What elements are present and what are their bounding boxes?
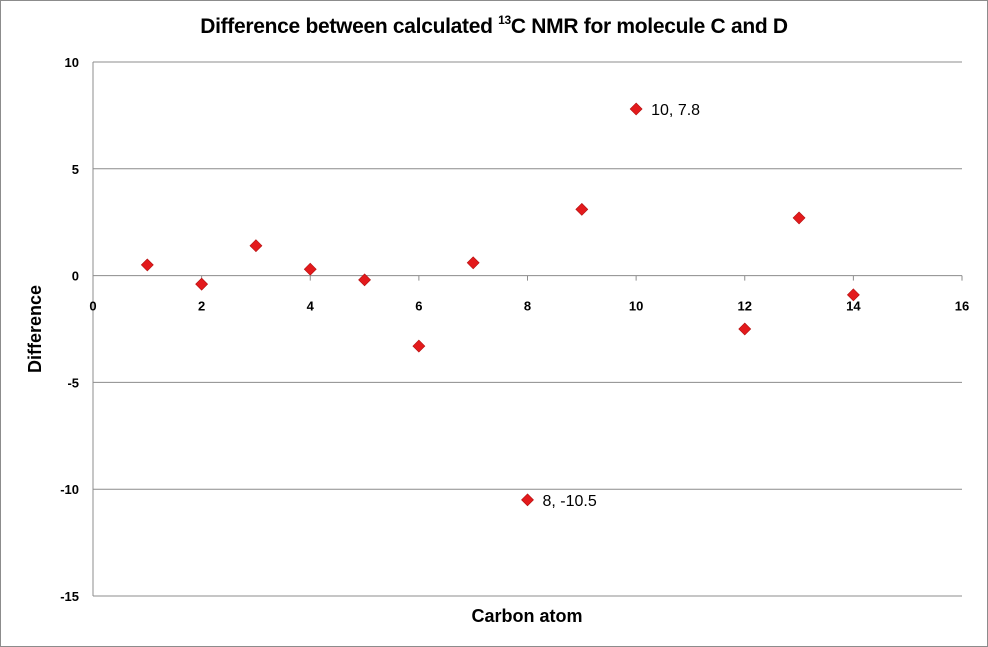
- x-tick-label: 10: [629, 299, 643, 314]
- data-point: [792, 211, 806, 225]
- data-point: [575, 202, 589, 216]
- data-point: [521, 493, 534, 507]
- x-tick-label: 16: [955, 299, 969, 314]
- axes: [92, 62, 963, 596]
- data-point: [846, 288, 860, 302]
- y-tick-label: -15: [60, 589, 79, 604]
- gridlines: [93, 61, 962, 597]
- y-tick-label: 10: [65, 55, 79, 70]
- chart-title-superscript: 13: [498, 13, 511, 27]
- x-tick-label: 4: [307, 299, 315, 314]
- tick-labels: 10 5 0 -5 -10 -15 0 2 4 6 8 10 12 14 16: [60, 55, 969, 604]
- x-tick-label: 0: [89, 299, 96, 314]
- chart-title-suffix: C NMR for molecule C and D: [510, 15, 788, 38]
- data-point: [249, 239, 263, 253]
- x-tick-label: 14: [846, 299, 861, 314]
- data-point: [140, 258, 154, 272]
- chart-title-prefix: Difference between calculated: [200, 15, 499, 38]
- y-axis-title: Difference: [25, 285, 45, 373]
- data-point: [466, 256, 480, 270]
- y-tick-label: 0: [72, 269, 79, 284]
- data-point: [412, 339, 426, 353]
- y-tick-label: -5: [67, 375, 79, 390]
- x-tick-label: 6: [415, 299, 422, 314]
- data-point: [195, 277, 209, 291]
- x-tick-label: 2: [198, 299, 205, 314]
- y-tick-label: -10: [60, 482, 79, 497]
- data-point: [303, 262, 317, 276]
- y-tick-label: 5: [72, 162, 79, 177]
- data-points: [140, 102, 860, 507]
- data-label: 10, 7.8: [651, 102, 700, 119]
- data-point: [629, 102, 643, 116]
- x-tick-label: 8: [524, 299, 531, 314]
- data-point: [738, 322, 752, 336]
- x-tick-label: 12: [738, 299, 752, 314]
- data-label: 8, -10.5: [543, 493, 597, 510]
- data-labels: 10, 7.8 8, -10.5: [543, 102, 701, 510]
- x-axis-title: Carbon atom: [471, 606, 582, 626]
- data-point: [358, 273, 371, 287]
- chart-title: Difference between calculated 13C NMR fo…: [0, 13, 988, 39]
